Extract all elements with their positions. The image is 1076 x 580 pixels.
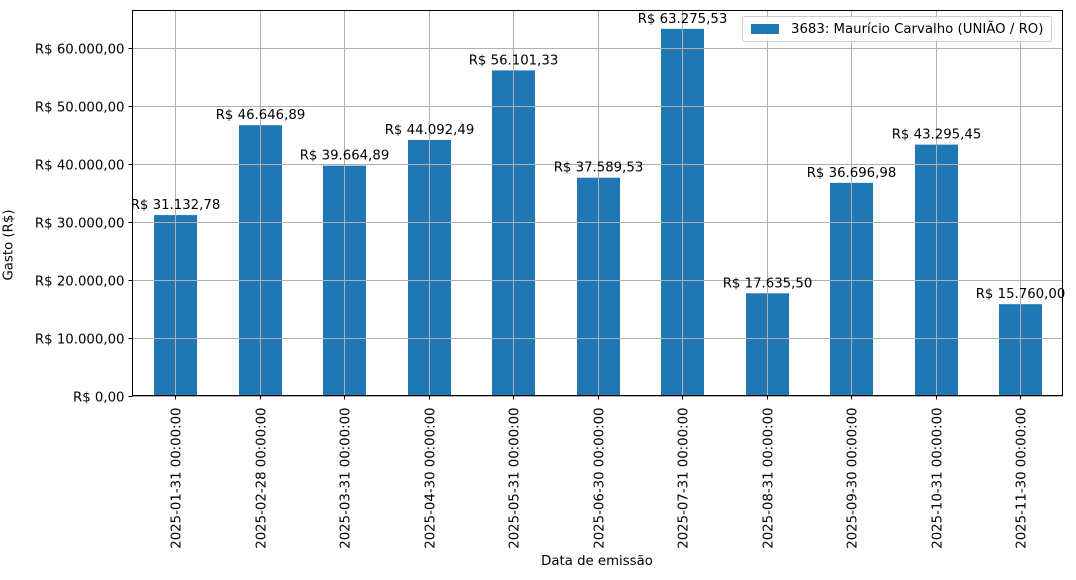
bar-value-label: R$ 36.696,98	[807, 166, 897, 181]
plot-area-frame	[132, 10, 1063, 396]
bars	[132, 28, 1063, 397]
bar-value-label: R$ 37.589,53	[554, 161, 644, 176]
x-axis-ticks: 2025-01-31 00:00:00 2025-02-28 00:00:00 20…	[170, 395, 1030, 549]
y-tick-label: R$ 20.000,00	[35, 275, 125, 290]
legend-swatch	[751, 24, 779, 34]
y-tick-label: R$ 0,00	[73, 391, 125, 406]
x-tick-label: 2025-07-31 00:00:00	[677, 408, 692, 549]
bar-value-label: R$ 63.275,53	[638, 12, 728, 27]
bar-value-label: R$ 17.635,50	[723, 276, 813, 291]
legend-label: 3683: Maurício Carvalho (UNIÃO / RO)	[791, 21, 1044, 37]
bar-value-label: R$ 44.092,49	[385, 123, 475, 138]
bar-value-label: R$ 56.101,33	[469, 53, 559, 68]
y-tick-label: R$ 60.000,00	[35, 43, 125, 58]
x-tick-label: 2025-10-31 00:00:00	[931, 408, 946, 549]
bar-value-label: R$ 15.760,00	[976, 287, 1066, 302]
y-tick-label: R$ 50.000,00	[35, 101, 125, 116]
y-axis-ticks: R$ 0,00 R$ 10.000,00 R$ 20.000,00 R$ 30.000…	[35, 43, 133, 406]
bar-value-label: R$ 39.664,89	[300, 149, 390, 164]
y-tick-label: R$ 10.000,00	[35, 333, 125, 348]
bar-value-label: R$ 31.132,78	[131, 198, 221, 213]
x-tick-label: 2025-11-30 00:00:00	[1015, 408, 1030, 549]
bar-value-label: R$ 46.646,89	[216, 108, 306, 123]
x-tick-label: 2025-04-30 00:00:00	[424, 408, 439, 549]
y-axis-title: Gasto (R$)	[1, 209, 17, 281]
x-tick-label: 2025-08-31 00:00:00	[762, 408, 777, 549]
x-tick-label: 2025-03-31 00:00:00	[339, 408, 354, 549]
bar-value-label: R$ 43.295,45	[892, 128, 982, 143]
y-tick-label: R$ 40.000,00	[35, 159, 125, 174]
x-tick-label: 2025-05-31 00:00:00	[508, 408, 523, 549]
x-tick-label: 2025-02-28 00:00:00	[255, 408, 270, 549]
bar-value-labels: R$ 31.132,78 R$ 46.646,89 R$ 39.664,89 R$ 4…	[131, 12, 1066, 302]
legend: 3683: Maurício Carvalho (UNIÃO / RO)	[742, 16, 1053, 42]
y-tick-label: R$ 30.000,00	[35, 217, 125, 232]
x-tick-label: 2025-01-31 00:00:00	[170, 408, 185, 549]
x-axis-title: Data de emissão	[541, 554, 653, 569]
x-tick-label: 2025-09-30 00:00:00	[846, 408, 861, 549]
x-tick-label: 2025-06-30 00:00:00	[593, 408, 608, 549]
